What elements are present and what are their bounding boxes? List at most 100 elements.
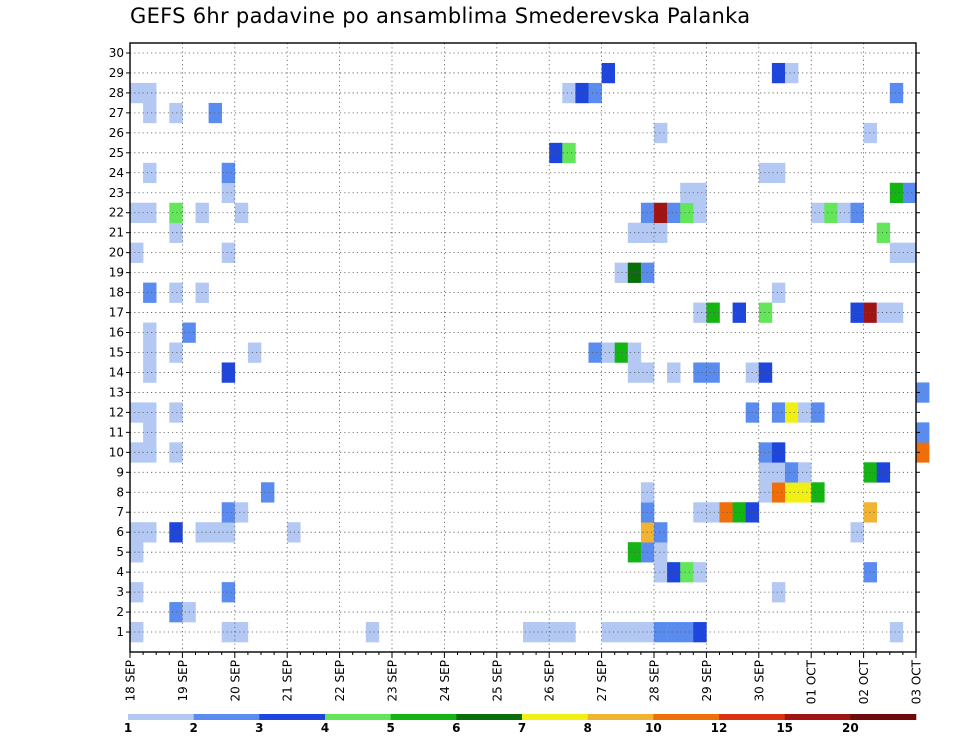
- heatmap-cell: [221, 182, 236, 204]
- heatmap-cell: [143, 322, 157, 343]
- heatmap-cell: [654, 122, 668, 144]
- x-tick-label: 19 SEP: [176, 660, 190, 702]
- heatmap-cell: [771, 442, 786, 463]
- y-tick-label: 29: [109, 66, 124, 80]
- heatmap-cell: [247, 342, 262, 363]
- heatmap-cell: [876, 222, 891, 243]
- y-tick-label: 14: [109, 365, 124, 379]
- heatmap-cell: [889, 82, 904, 104]
- heatmap-cell: [143, 102, 157, 124]
- heatmap-cell: [234, 502, 249, 523]
- heatmap-cell: [221, 242, 236, 263]
- heatmap-cell: [601, 622, 615, 643]
- heatmap-cell: [143, 342, 157, 363]
- heatmap-cell: [575, 82, 589, 104]
- heatmap-cell: [143, 422, 157, 443]
- y-tick-label: 17: [109, 306, 124, 320]
- heatmap-cell: [811, 402, 825, 423]
- heatmap-cell: [221, 502, 236, 523]
- y-tick-label: 23: [109, 186, 124, 200]
- heatmap-cell: [758, 482, 773, 503]
- legend-label: 7: [518, 721, 526, 735]
- heatmap-cell: [143, 82, 157, 104]
- heatmap-cell: [130, 542, 144, 563]
- heatmap-cell: [221, 162, 236, 184]
- legend-label: 3: [255, 721, 263, 735]
- legend-swatch: [259, 714, 326, 720]
- legend-swatch: [456, 714, 523, 720]
- heatmap-cell: [234, 622, 249, 643]
- heatmap-cell: [143, 202, 157, 224]
- legend-swatch: [653, 714, 720, 720]
- y-tick-label: 4: [116, 565, 124, 579]
- heatmap-cell: [221, 622, 236, 643]
- heatmap-cell: [693, 622, 707, 643]
- y-tick-label: 2: [116, 605, 124, 619]
- heatmap-cell: [169, 442, 183, 463]
- x-tick-label: 02 OCT: [857, 659, 871, 704]
- heatmap-cell: [798, 482, 812, 503]
- heatmap-cell: [902, 182, 917, 204]
- heatmap-cell: [143, 282, 157, 303]
- heatmap-cell: [221, 582, 236, 603]
- y-tick-label: 3: [116, 585, 124, 599]
- heatmap-cell: [771, 162, 786, 184]
- heatmap-cell: [130, 202, 144, 224]
- heatmap-cell: [562, 142, 576, 164]
- heatmap-cell: [680, 622, 694, 643]
- y-tick-label: 16: [109, 326, 124, 340]
- y-tick-label: 19: [109, 266, 124, 280]
- heatmap-cell: [143, 362, 157, 383]
- x-tick-label: 26 SEP: [543, 660, 557, 702]
- heatmap-cell: [902, 242, 917, 263]
- legend-label: 8: [583, 721, 591, 735]
- heatmap-cell: [169, 222, 183, 243]
- heatmap-cell: [758, 302, 773, 323]
- heatmap-cell: [130, 622, 144, 643]
- legend-swatch: [587, 714, 654, 720]
- heatmap-cell: [771, 462, 786, 483]
- heatmap-cell: [785, 462, 799, 483]
- heatmap-cell: [654, 222, 668, 243]
- heatmap-cell: [719, 502, 733, 523]
- heatmap-cell: [811, 482, 825, 503]
- legend-label: 10: [645, 721, 662, 735]
- y-tick-label: 26: [109, 126, 124, 140]
- heatmap-cell: [771, 402, 786, 423]
- heatmap-cell: [654, 562, 668, 583]
- heatmap-cell: [130, 82, 144, 104]
- heatmap-cell: [811, 202, 825, 224]
- heatmap-cell: [169, 402, 183, 423]
- x-tick-label: 28 SEP: [648, 660, 662, 702]
- heatmap-cell: [562, 82, 576, 104]
- legend-label: 1: [124, 721, 132, 735]
- heatmap-cell: [169, 522, 183, 543]
- legend-label: 6: [452, 721, 460, 735]
- heatmap-cell: [143, 162, 157, 184]
- heatmap-cell: [758, 462, 773, 483]
- heatmap-cell: [667, 202, 681, 224]
- heatmap-cell: [680, 562, 694, 583]
- y-tick-label: 11: [109, 425, 124, 439]
- legend-label: 5: [386, 721, 394, 735]
- heatmap-cell: [549, 622, 563, 643]
- heatmap-cell: [234, 202, 249, 224]
- y-tick-label: 18: [109, 286, 124, 300]
- heatmap-cell: [169, 342, 183, 363]
- legend-swatch: [325, 714, 391, 720]
- y-tick-label: 9: [116, 465, 124, 479]
- heatmap-cell: [771, 582, 786, 603]
- heatmap-cell: [143, 522, 157, 543]
- legend-swatch: [390, 714, 457, 720]
- heatmap-cell: [758, 442, 773, 463]
- legend-swatch: [850, 714, 917, 720]
- heatmap-cell: [693, 182, 707, 204]
- y-tick-label: 27: [109, 106, 124, 120]
- heatmap-cell: [916, 422, 930, 443]
- legend-swatch: [719, 714, 785, 720]
- x-tick-label: 30 SEP: [752, 660, 766, 702]
- legend-label: 15: [776, 721, 793, 735]
- x-tick-label: 01 OCT: [805, 659, 819, 704]
- y-tick-label: 1: [116, 625, 124, 639]
